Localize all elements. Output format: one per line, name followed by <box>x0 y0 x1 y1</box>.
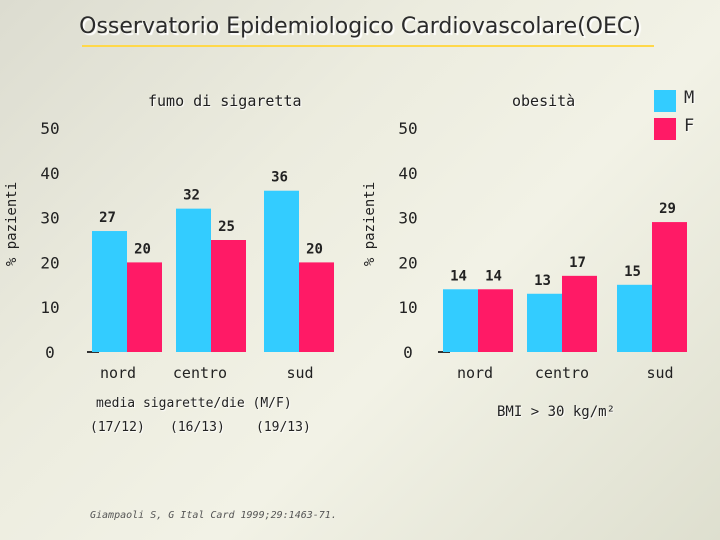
smoking-ytick-label: 10 <box>40 298 59 317</box>
obesity-data-label-sud-m: 15 <box>624 264 641 280</box>
obesity-ytick-label: 50 <box>398 119 417 138</box>
obesity-category-label-centro: centro <box>535 364 589 382</box>
obesity-bar-centro-m <box>527 293 562 352</box>
obesity-ytick-label: 20 <box>398 253 417 272</box>
smoking-data-label-sud-f: 20 <box>306 241 323 257</box>
obesity-category-label-nord: nord <box>457 364 493 382</box>
obesity-bar-nord-m <box>443 289 478 352</box>
smoking-bar-nord-m <box>92 231 127 352</box>
smoking-category-label-centro: centro <box>173 364 227 382</box>
obesity-ytick-label: 40 <box>398 164 417 183</box>
smoking-data-label-sud-m: 36 <box>271 170 288 186</box>
smoke-caption: media sigarette/die (M/F) <box>96 396 292 411</box>
obesity-bar-nord-f <box>478 289 513 352</box>
smoking-data-label-centro-f: 25 <box>218 219 235 235</box>
smoking-data-label-nord-m: 27 <box>99 210 116 226</box>
smoking-category-label-sud: sud <box>286 364 313 382</box>
obesity-ytick-label: 30 <box>398 209 417 228</box>
smoke-ratio-nord: (17/12) <box>90 420 145 435</box>
bmi-note: BMI > 30 kg/m² <box>497 404 616 420</box>
legend-swatch-m <box>654 90 676 112</box>
obesity-bar-sud-m <box>617 284 652 352</box>
legend-swatch-f <box>654 118 676 140</box>
obesity-ytick-label: 0 <box>403 343 413 362</box>
smoking-category-label-nord: nord <box>100 364 136 382</box>
obesity-data-label-nord-m: 14 <box>450 268 467 284</box>
obesity-data-label-centro-m: 13 <box>534 273 551 289</box>
smoking-bar-centro-m <box>176 208 211 352</box>
smoking-ytick-label: 20 <box>40 253 59 272</box>
obesity-ytick-label: 10 <box>398 298 417 317</box>
slide-title: Osservatorio Epidemiologico Cardiovascol… <box>79 14 641 39</box>
legend-label-f: F <box>684 116 695 136</box>
source-citation: Giampaoli S, G Ital Card 1999;29:1463-71… <box>90 510 337 521</box>
smoke-ratio-sud: (19/13) <box>256 420 311 435</box>
obesity-bar-sud-f <box>652 222 687 352</box>
obesity-data-label-centro-f: 17 <box>569 255 586 271</box>
smoking-ytick-label: 30 <box>40 209 59 228</box>
smoking-bar-sud-m <box>264 190 299 352</box>
smoking-ytick-label: 0 <box>45 343 55 362</box>
smoking-ytick-label: 50 <box>40 119 59 138</box>
obesity-category-label-sud: sud <box>646 364 673 382</box>
obesity-data-label-sud-f: 29 <box>659 201 676 217</box>
obesity-y-axis-label: % pazienti <box>362 182 378 266</box>
smoke-ratio-centro: (16/13) <box>170 420 225 435</box>
smoking-data-label-centro-m: 32 <box>183 188 200 204</box>
chart-title-smoking: fumo di sigaretta <box>148 92 302 110</box>
smoking-ytick-label: 40 <box>40 164 59 183</box>
smoking-bar-nord-f <box>127 262 162 352</box>
legend-label-m: M <box>684 88 695 108</box>
obesity-bar-centro-f <box>562 275 597 352</box>
smoking-data-label-nord-f: 20 <box>134 241 151 257</box>
smoking-bar-centro-f <box>211 240 246 352</box>
title-underline <box>82 45 654 47</box>
obesity-data-label-nord-f: 14 <box>485 268 502 284</box>
chart-title-obesity: obesità <box>512 92 576 110</box>
smoking-y-axis-label: % pazienti <box>4 182 20 266</box>
smoking-bar-sud-f <box>299 262 334 352</box>
